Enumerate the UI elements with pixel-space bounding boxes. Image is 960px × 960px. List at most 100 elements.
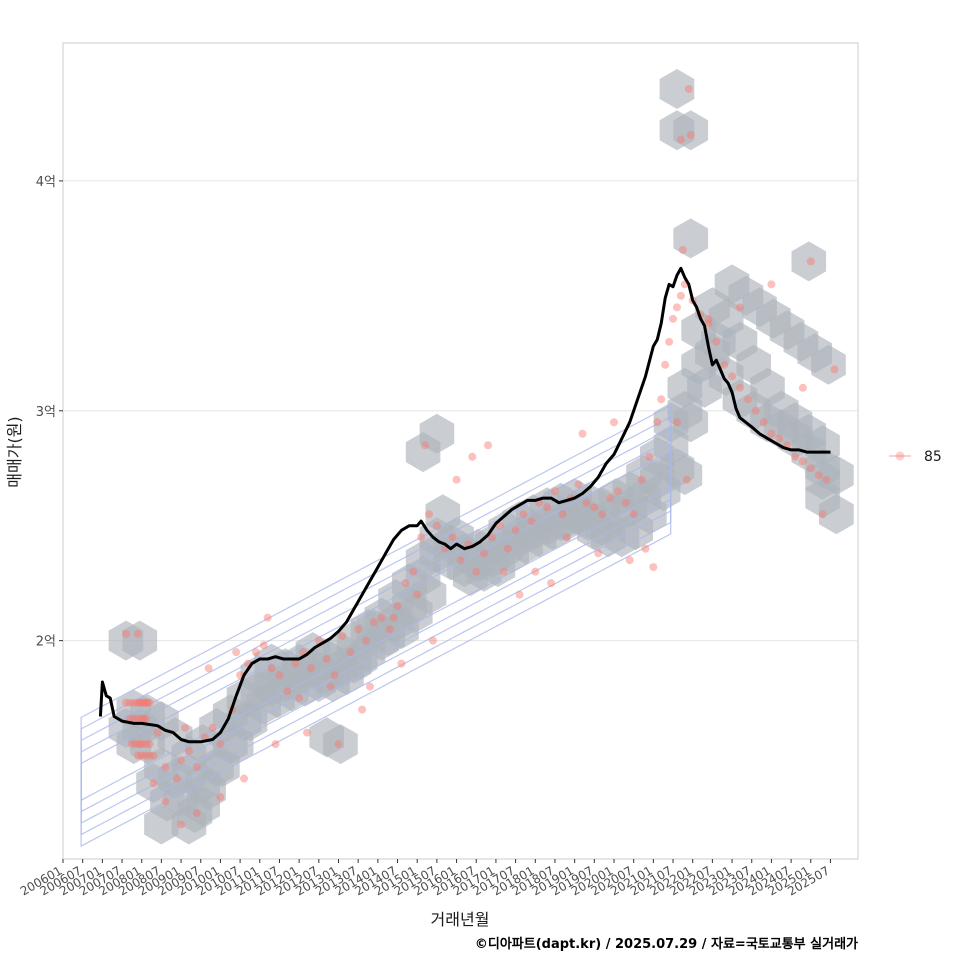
hexbin (659, 69, 695, 109)
data-point (369, 618, 378, 627)
data-point (657, 395, 666, 404)
data-point (676, 135, 685, 144)
y-axis: 2억 3억 4억 (36, 175, 63, 650)
data-point (267, 664, 276, 673)
hexbin (811, 344, 846, 385)
density-contours (80, 404, 672, 848)
data-point (141, 698, 150, 707)
data-point (232, 648, 241, 657)
data-point (621, 498, 630, 507)
data-point (137, 740, 146, 749)
hexbin (805, 459, 840, 500)
data-point (133, 751, 142, 760)
data-point (678, 245, 687, 254)
data-point (613, 487, 622, 496)
data-point (184, 746, 193, 755)
legend-point (895, 451, 905, 461)
data-point (141, 751, 150, 760)
data-point (684, 84, 693, 93)
caption: ©디아파트(dapt.kr) / 2025.07.29 / 자료=국토교통부 실… (475, 936, 858, 952)
data-point (562, 533, 571, 542)
data-point (153, 728, 162, 737)
data-point (263, 613, 272, 622)
data-point (704, 319, 713, 328)
data-point (259, 641, 268, 650)
data-point (543, 503, 552, 512)
data-point (682, 475, 691, 484)
hexbin (405, 432, 441, 473)
data-point (519, 510, 528, 519)
data-point (649, 563, 658, 572)
y-tick-label: 3억 (36, 405, 56, 420)
data-point (735, 383, 744, 392)
data-point (413, 590, 422, 599)
data-point (417, 533, 426, 542)
legend-label: 85 (924, 449, 942, 465)
hexbin (144, 804, 179, 845)
data-point (830, 365, 839, 374)
data-point (192, 809, 201, 818)
data-point (822, 475, 831, 484)
data-point (645, 452, 654, 461)
data-point (330, 671, 339, 680)
data-point (452, 475, 461, 484)
data-point (393, 602, 402, 611)
data-point (173, 774, 182, 783)
data-point (625, 556, 634, 565)
hexbin (673, 402, 709, 443)
data-point (145, 740, 154, 749)
data-point (145, 698, 154, 707)
hexbin (673, 218, 709, 259)
data-point (358, 705, 367, 714)
data-point (346, 648, 355, 657)
data-point (125, 698, 134, 707)
data-point (121, 698, 130, 707)
data-point (129, 714, 138, 723)
data-point (686, 130, 695, 139)
hexbin (122, 620, 158, 661)
data-point (135, 698, 144, 707)
data-point (582, 498, 591, 507)
hexbin-layer (108, 69, 854, 845)
data-point (527, 517, 536, 526)
data-point (306, 664, 315, 673)
data-point (204, 664, 213, 673)
data-point (767, 280, 776, 289)
data-point (547, 579, 556, 588)
data-point (127, 740, 136, 749)
data-point (503, 544, 512, 553)
data-point (208, 723, 217, 732)
data-point (432, 521, 441, 530)
data-point (598, 510, 607, 519)
hexbin (185, 786, 220, 827)
data-point (495, 521, 504, 530)
data-point (550, 487, 559, 496)
data-point (177, 756, 186, 765)
data-point (594, 549, 603, 558)
legend: 85 (889, 449, 942, 465)
hexbin (819, 494, 854, 535)
data-point (139, 714, 148, 723)
data-point (468, 452, 477, 461)
data-point (135, 740, 144, 749)
y-tick-label: 2억 (36, 635, 56, 650)
data-point (365, 682, 374, 691)
data-point (377, 613, 386, 622)
data-point (149, 779, 158, 788)
data-point (499, 567, 508, 576)
data-point (397, 659, 406, 668)
data-point (665, 337, 674, 346)
trend-line (98, 266, 831, 744)
data-point (143, 698, 152, 707)
data-point (487, 533, 496, 542)
data-point (425, 510, 434, 519)
data-point (216, 792, 225, 801)
data-point (240, 774, 249, 783)
data-point (177, 820, 186, 829)
data-point (798, 383, 807, 392)
data-point (133, 714, 142, 723)
data-point (484, 441, 493, 450)
data-point (137, 751, 146, 760)
data-point (409, 567, 418, 576)
